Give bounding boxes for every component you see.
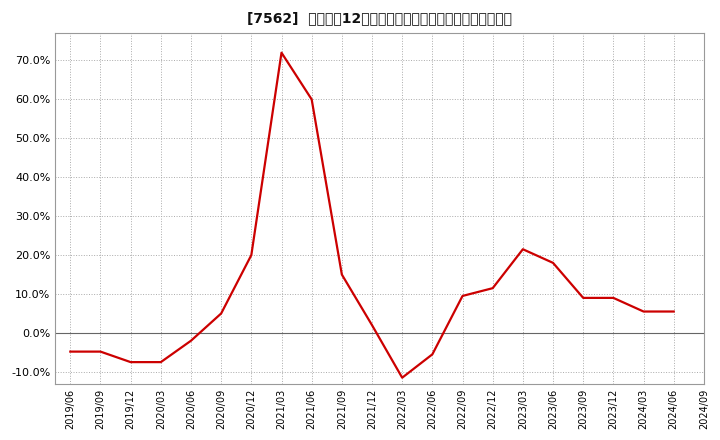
Title: [7562]  売上高の12か月移動合計の対前年同期増減率の推移: [7562] 売上高の12か月移動合計の対前年同期増減率の推移 xyxy=(247,11,512,25)
